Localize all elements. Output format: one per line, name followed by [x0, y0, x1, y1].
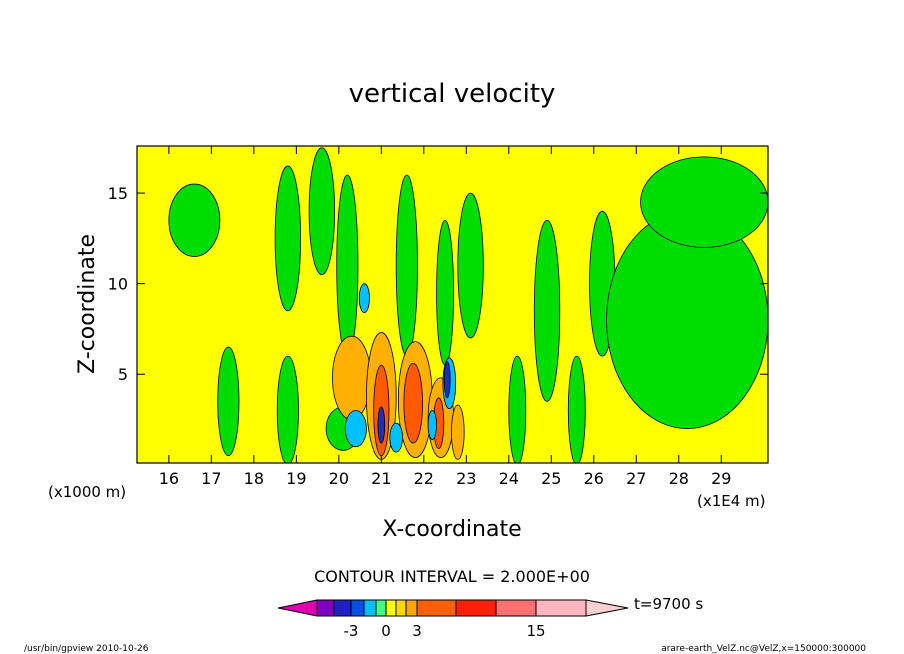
contour-region-positive	[332, 335, 372, 420]
contour-region-negative	[567, 355, 586, 463]
colorbar-label: -3	[344, 622, 359, 640]
colorbar-cell	[416, 599, 457, 617]
x-tick-label: 29	[711, 469, 731, 488]
contour-interval-text: CONTOUR INTERVAL = 2.000E+00	[314, 567, 590, 586]
contour-region-negative	[508, 355, 527, 463]
colorbar-cell	[333, 599, 352, 617]
contour-region-negative	[168, 183, 221, 257]
x-tick-label: 23	[456, 469, 476, 488]
y-unit-label: (x1000 m)	[48, 483, 126, 501]
contour-region-negative	[217, 346, 240, 457]
colorbar-cell	[535, 599, 587, 617]
y-tick-label: 15	[108, 184, 128, 203]
colorbar-cell	[455, 599, 497, 617]
contour-region-negative	[457, 192, 484, 339]
x-tick-label: 19	[286, 469, 306, 488]
x-tick-label: 16	[159, 469, 179, 488]
colorbar-cell	[395, 599, 407, 617]
contour-region-negative	[308, 147, 335, 276]
contour-region-negative	[276, 355, 299, 463]
x-tick-label: 26	[584, 469, 604, 488]
x-axis-label: X-coordinate	[382, 517, 521, 542]
y-axis-ticks: 5 10 15	[108, 184, 768, 384]
colorbar-cell	[363, 599, 377, 617]
x-tick-label: 24	[499, 469, 519, 488]
contour-region-negative	[533, 219, 561, 402]
colorbar-cell	[316, 599, 335, 617]
colorbar-cell	[385, 599, 397, 617]
contour-region-negative	[436, 219, 454, 366]
x-tick-label: 22	[414, 469, 434, 488]
colorbar-arrow-left	[277, 599, 318, 617]
contour-region-down	[377, 406, 386, 444]
contour-region-negative	[274, 165, 301, 312]
x-tick-label: 17	[201, 469, 221, 488]
contour-field	[168, 147, 768, 463]
contour-region-weak-down	[344, 410, 367, 448]
colorbar-label: 3	[412, 622, 422, 640]
plot-frame	[136, 145, 769, 464]
chart-title: vertical velocity	[349, 79, 556, 109]
colorbar-cell	[350, 599, 365, 617]
colorbar-cell	[405, 599, 418, 617]
footer-program-date: /usr/bin/gpview 2010-10-26	[24, 644, 149, 654]
x-tick-label: 28	[669, 469, 689, 488]
y-tick-label: 5	[118, 365, 128, 384]
contour-region-negative	[336, 174, 359, 357]
contour-region-negative	[395, 174, 418, 357]
x-tick-label: 27	[626, 469, 646, 488]
colorbar-cell	[495, 599, 537, 617]
colorbar-label: 0	[381, 622, 391, 640]
x-tick-label: 21	[371, 469, 391, 488]
colorbar: -3 0 3 15	[277, 599, 629, 640]
footer-file-info: arare-earth_VelZ.nc@VelZ,x=150000:300000	[661, 644, 866, 654]
contour-region-weak-down	[358, 283, 370, 314]
contour-region-positive	[451, 404, 465, 460]
x-axis-ticks: 16 17 18 19 20 21 22 23 24 25 26 27 28 29	[159, 146, 731, 488]
x-tick-label: 20	[329, 469, 349, 488]
contour-region-down	[443, 361, 451, 399]
x-unit-label: (x1E4 m)	[697, 492, 766, 510]
contour-region-strong	[403, 362, 423, 444]
x-tick-label: 18	[244, 469, 264, 488]
colorbar-label: 15	[526, 622, 545, 640]
contour-region-weak-down	[389, 422, 403, 453]
y-tick-label: 10	[108, 275, 128, 294]
x-tick-label: 25	[541, 469, 561, 488]
colorbar-arrow-right	[585, 599, 629, 617]
y-axis-label: Z-coordinate	[75, 234, 100, 374]
colorbar-cell	[375, 599, 387, 617]
contour-region-negative	[640, 156, 768, 248]
colorbar-time-label: t=9700 s	[634, 595, 703, 613]
contour-region-weak-down	[427, 410, 437, 440]
